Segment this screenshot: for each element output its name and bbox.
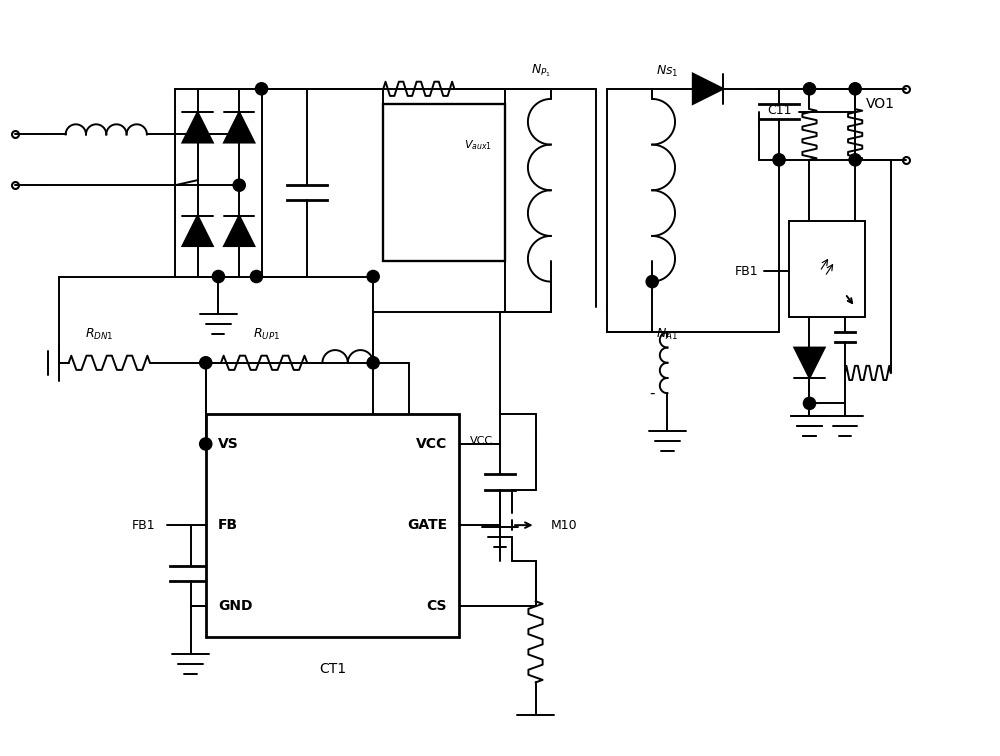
Circle shape xyxy=(803,82,816,95)
Text: VCC: VCC xyxy=(416,437,447,451)
Text: GND: GND xyxy=(218,600,252,613)
Circle shape xyxy=(255,82,268,95)
FancyBboxPatch shape xyxy=(206,414,459,637)
Text: VS: VS xyxy=(218,437,239,451)
Text: $V_{aux1}$: $V_{aux1}$ xyxy=(464,138,493,151)
Text: M10: M10 xyxy=(551,519,577,531)
Text: $R_{DN1}$: $R_{DN1}$ xyxy=(85,327,114,342)
FancyBboxPatch shape xyxy=(383,104,505,262)
Circle shape xyxy=(367,357,379,369)
Text: FB1: FB1 xyxy=(131,519,155,531)
Circle shape xyxy=(233,179,245,191)
Text: CS: CS xyxy=(427,600,447,613)
Polygon shape xyxy=(693,73,723,104)
Polygon shape xyxy=(224,215,254,246)
Circle shape xyxy=(803,398,816,410)
Text: $N_{P_1}$: $N_{P_1}$ xyxy=(531,62,551,79)
Text: FB: FB xyxy=(218,518,238,532)
FancyBboxPatch shape xyxy=(789,221,865,317)
Text: VCC: VCC xyxy=(470,436,493,446)
Text: C11: C11 xyxy=(767,104,791,117)
Polygon shape xyxy=(794,256,825,287)
Circle shape xyxy=(200,438,212,450)
Text: $N_{A1}$: $N_{A1}$ xyxy=(656,327,678,342)
Text: -: - xyxy=(649,386,655,401)
Circle shape xyxy=(250,271,263,283)
Circle shape xyxy=(367,271,379,283)
Text: CT1: CT1 xyxy=(319,662,346,676)
Circle shape xyxy=(849,153,861,166)
Circle shape xyxy=(773,153,785,166)
Text: FB1: FB1 xyxy=(735,265,759,278)
Text: GATE: GATE xyxy=(407,518,447,532)
Text: $Ns_1$: $Ns_1$ xyxy=(656,64,679,79)
Circle shape xyxy=(200,357,212,369)
Text: $R_{UP1}$: $R_{UP1}$ xyxy=(253,327,280,342)
Polygon shape xyxy=(182,112,213,143)
Polygon shape xyxy=(224,112,254,143)
Polygon shape xyxy=(182,215,213,246)
Circle shape xyxy=(192,129,204,141)
Circle shape xyxy=(646,275,658,288)
Circle shape xyxy=(212,271,224,283)
Circle shape xyxy=(849,82,861,95)
Text: VO1: VO1 xyxy=(866,97,895,111)
Polygon shape xyxy=(429,144,459,175)
Polygon shape xyxy=(794,348,825,378)
